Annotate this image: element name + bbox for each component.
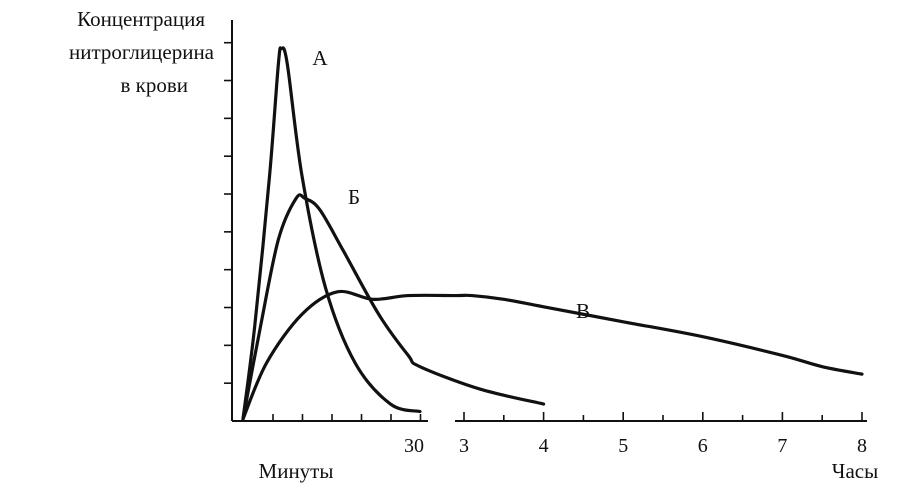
curves: А Б В (241, 46, 864, 421)
x-tick-label-hours: 7 (777, 435, 787, 457)
y-axis-label: Концентрация нитроглицерина в крови (69, 7, 215, 97)
x-axis-ticks: 30 3 4 5 6 7 8 (272, 412, 867, 457)
x-tick-label-hours: 4 (539, 435, 549, 457)
series-label: Б (348, 185, 360, 209)
x-label-minutes: Минуты (259, 459, 334, 483)
y-label-line-2: нитроглицерина (69, 40, 215, 64)
x-tick-label-hours: 6 (698, 435, 708, 457)
y-label-line-3: в крови (120, 73, 188, 97)
series-label: В (576, 299, 590, 323)
series-label: А (312, 46, 328, 70)
series-line (241, 193, 546, 421)
series-line (241, 289, 864, 421)
y-axis-ticks (224, 41, 232, 384)
y-label-line-1: Концентрация (77, 7, 205, 31)
x-tick-label-minutes: 30 (404, 435, 424, 457)
x-tick-label-hours: 5 (618, 435, 628, 457)
x-tick-label-hours: 8 (857, 435, 867, 457)
x-tick-label-hours: 3 (459, 435, 469, 457)
x-label-hours: Часы (832, 459, 878, 483)
series-line (241, 46, 422, 421)
